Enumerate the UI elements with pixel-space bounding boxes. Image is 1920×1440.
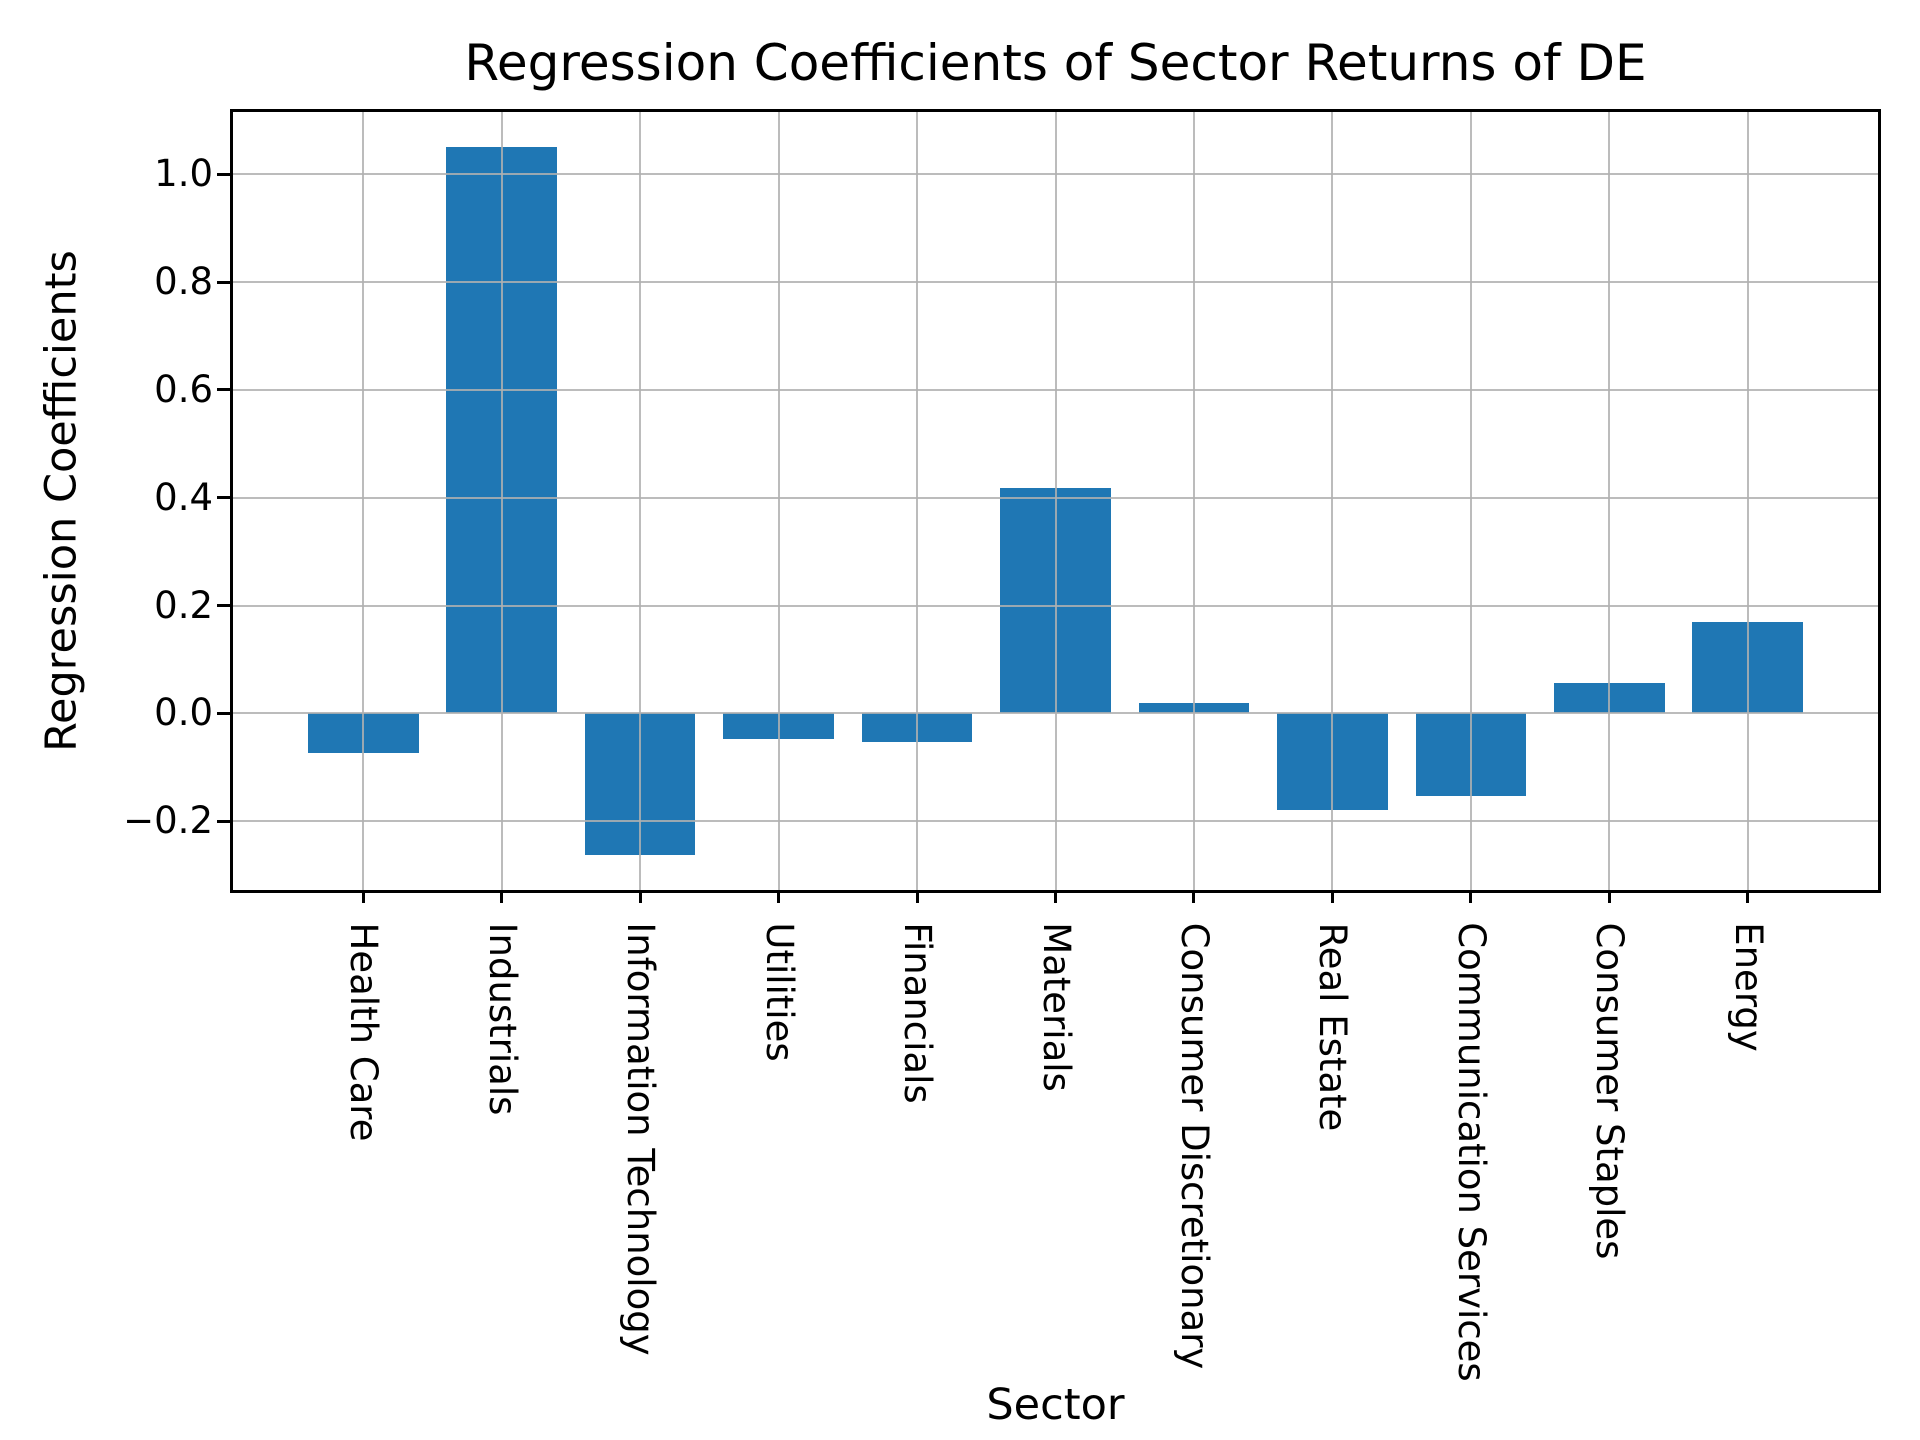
y-tick [217, 388, 230, 392]
x-tick [915, 890, 919, 903]
v-gridline [1331, 112, 1334, 890]
x-tick [1054, 890, 1057, 903]
v-gridline [777, 112, 780, 890]
v-gridline [1054, 112, 1057, 890]
y-tick-label: 0.4 [154, 475, 213, 519]
right-spine [1878, 109, 1881, 893]
x-tick [777, 890, 781, 903]
x-tick-label-consumer-staples: Consumer Staples [1588, 922, 1632, 1259]
y-tick [217, 604, 230, 608]
y-tick-label: 0.6 [154, 367, 213, 411]
x-axis-label: Sector [986, 1380, 1125, 1430]
x-tick-label-real-estate: Real Estate [1311, 922, 1355, 1131]
v-gridline [362, 112, 365, 890]
y-tick-label: 1.0 [154, 152, 213, 196]
v-gridline [916, 112, 919, 890]
x-tick-label-communication-services: Communication Services [1449, 921, 1493, 1382]
x-tick [638, 890, 642, 903]
x-tick [500, 890, 504, 903]
x-tick-label-health-care: Health Care [342, 922, 386, 1141]
x-tick [1192, 890, 1196, 903]
x-tick-label-industrials: Industrials [480, 922, 524, 1115]
left-spine [230, 109, 233, 893]
y-tick-label: 0.2 [154, 583, 213, 627]
x-tick-label-materials: Materials [1034, 922, 1078, 1092]
y-tick-label: −0.2 [123, 799, 213, 843]
x-tick [1746, 890, 1750, 903]
v-gridline [1192, 112, 1195, 890]
v-gridline [639, 112, 642, 890]
y-tick [217, 819, 230, 823]
x-tick-label-utilities: Utilities [757, 921, 801, 1062]
x-tick [1469, 890, 1473, 903]
x-tick-label-financials: Financials [896, 921, 940, 1104]
v-gridline [1469, 112, 1472, 890]
y-tick-label: 0.0 [154, 691, 213, 735]
x-tick [361, 890, 365, 903]
x-tick [1607, 890, 1611, 903]
v-gridline [1746, 112, 1749, 890]
y-tick [217, 280, 230, 284]
top-spine [230, 109, 1881, 112]
y-tick [217, 711, 230, 715]
y-tick [217, 172, 230, 176]
x-tick-label-consumer-discretionary: Consumer Discretionary [1172, 922, 1216, 1369]
y-tick [217, 496, 230, 500]
y-tick-label: 0.8 [154, 260, 213, 304]
v-gridline [500, 112, 503, 890]
x-tick-label-information-technology: Information Technology [619, 921, 663, 1356]
v-gridline [1608, 112, 1611, 890]
x-tick-label-energy: Energy [1726, 922, 1770, 1052]
x-tick [1330, 890, 1334, 903]
chart-title: Regression Coefficients of Sector Return… [464, 34, 1647, 92]
